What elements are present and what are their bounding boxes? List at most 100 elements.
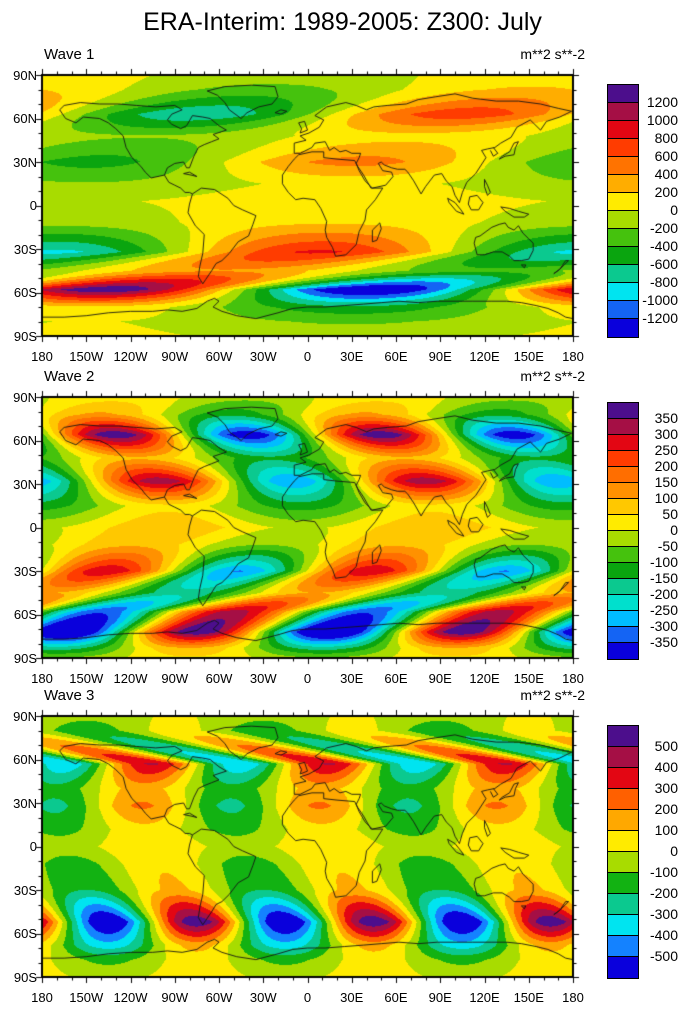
lon-tick-label: 90E	[428, 671, 452, 686]
wave2-units-label: m**2 s**-2	[520, 368, 585, 384]
lat-tick-label: 60N	[13, 111, 37, 126]
colorbar-tick-label: 250	[654, 442, 678, 458]
colorbar-segment	[608, 531, 638, 547]
colorbar-segment	[608, 403, 638, 419]
wave2-contour-map-canvas	[34, 389, 581, 666]
colorbar-segment	[608, 193, 638, 211]
colorbar-tick-label: 200	[654, 184, 678, 200]
lat-tick-label: 90S	[13, 969, 37, 985]
colorbar-tick-label: -350	[649, 634, 678, 650]
colorbar-segment	[608, 435, 638, 451]
lat-tick-label: 90N	[13, 389, 37, 405]
lon-tick-label: 150E	[513, 990, 544, 1005]
colorbar-segment	[608, 611, 638, 627]
colorbar-segment	[608, 957, 638, 978]
lon-tick-label: 90E	[428, 990, 452, 1005]
colorbar-tick-label: 0	[670, 522, 678, 538]
colorbar-tick-label: 100	[654, 490, 678, 506]
wave3-label: Wave 3	[44, 687, 95, 704]
colorbar-segment	[608, 419, 638, 435]
wave3-colorbar	[607, 725, 639, 979]
lon-tick-label: 0	[303, 990, 312, 1005]
lon-tick-label: 120W	[113, 349, 148, 364]
lat-tick-label: 90N	[13, 708, 37, 724]
lon-tick-label: 120E	[469, 990, 500, 1005]
lon-tick-label: 90W	[161, 349, 189, 364]
lon-tick-label: 60E	[384, 671, 408, 686]
lon-tick-label: 30W	[249, 990, 277, 1005]
colorbar-tick-label: 1200	[646, 94, 678, 110]
colorbar-segment	[608, 157, 638, 175]
lon-tick-label: 30E	[340, 671, 364, 686]
lat-tick-label: 60S	[13, 607, 37, 622]
colorbar-segment	[608, 915, 638, 936]
lon-tick-label: 120W	[113, 671, 148, 686]
lon-tick-label: 150W	[69, 671, 104, 686]
wave1-units-label: m**2 s**-2	[520, 46, 585, 62]
colorbar-segment	[608, 831, 638, 852]
colorbar-segment	[608, 283, 638, 301]
colorbar-tick-label: 600	[654, 148, 678, 164]
colorbar-tick-label: -200	[649, 885, 678, 901]
colorbar-segment	[608, 139, 638, 157]
lat-tick-label: 30S	[13, 563, 37, 579]
lon-tick-label: 60E	[384, 349, 408, 364]
colorbar-tick-label: -1200	[642, 310, 678, 326]
colorbar-segment	[608, 936, 638, 957]
wave1-label: Wave 1	[44, 46, 95, 63]
colorbar-segment	[608, 319, 638, 337]
lat-tick-label: 90N	[13, 67, 37, 83]
colorbar-tick-label: 0	[670, 843, 678, 859]
wave2-colorbar	[607, 402, 639, 660]
lon-tick-label: 60W	[205, 349, 233, 364]
colorbar-tick-label: -400	[649, 927, 678, 943]
lon-tick-label: 0	[303, 671, 312, 686]
colorbar-segment	[608, 810, 638, 831]
lat-tick-label: 60N	[13, 752, 37, 767]
lon-tick-label: 0	[303, 349, 312, 364]
colorbar-segment	[608, 852, 638, 873]
lon-tick-label: 30E	[340, 990, 364, 1005]
colorbar-segment	[608, 643, 638, 659]
wave3-contour-map-canvas	[34, 708, 581, 985]
page-title: ERA-Interim: 1989-2005: Z300: July	[143, 8, 542, 36]
lon-tick-label: 180	[562, 349, 584, 364]
lat-tick-label: 90S	[13, 650, 37, 666]
colorbar-segment	[608, 789, 638, 810]
lon-tick-label: 60E	[384, 990, 408, 1005]
lat-tick-label: 0	[29, 198, 37, 213]
colorbar-tick-label: -1000	[642, 292, 678, 308]
lon-tick-label: 180	[562, 990, 584, 1005]
lon-tick-label: 30E	[340, 349, 364, 364]
lon-tick-label: 30W	[249, 671, 277, 686]
lat-tick-label: 30N	[13, 154, 37, 170]
colorbar-tick-label: 400	[654, 166, 678, 182]
colorbar-segment	[608, 121, 638, 139]
lat-tick-label: 90S	[13, 328, 37, 344]
colorbar-tick-label: 350	[654, 410, 678, 426]
colorbar-segment	[608, 726, 638, 747]
colorbar-tick-label: -100	[649, 554, 678, 570]
lat-tick-label: 30N	[13, 476, 37, 492]
lon-tick-label: 120W	[113, 990, 148, 1005]
colorbar-tick-label: 100	[654, 822, 678, 838]
colorbar-tick-label: -200	[649, 220, 678, 236]
colorbar-tick-label: 300	[654, 780, 678, 796]
colorbar-segment	[608, 85, 638, 103]
lon-tick-label: 120E	[469, 349, 500, 364]
wave2-label: Wave 2	[44, 368, 95, 385]
lat-tick-label: 30S	[13, 241, 37, 257]
colorbar-segment	[608, 103, 638, 121]
lon-tick-label: 60W	[205, 671, 233, 686]
colorbar-segment	[608, 499, 638, 515]
lon-tick-label: 180	[562, 671, 584, 686]
colorbar-segment	[608, 563, 638, 579]
lon-tick-label: 150E	[513, 349, 544, 364]
colorbar-tick-label: -800	[649, 274, 678, 290]
colorbar-tick-label: 800	[654, 130, 678, 146]
lat-tick-label: 30N	[13, 795, 37, 811]
colorbar-segment	[608, 301, 638, 319]
colorbar-segment	[608, 747, 638, 768]
colorbar-tick-label: 150	[654, 474, 678, 490]
